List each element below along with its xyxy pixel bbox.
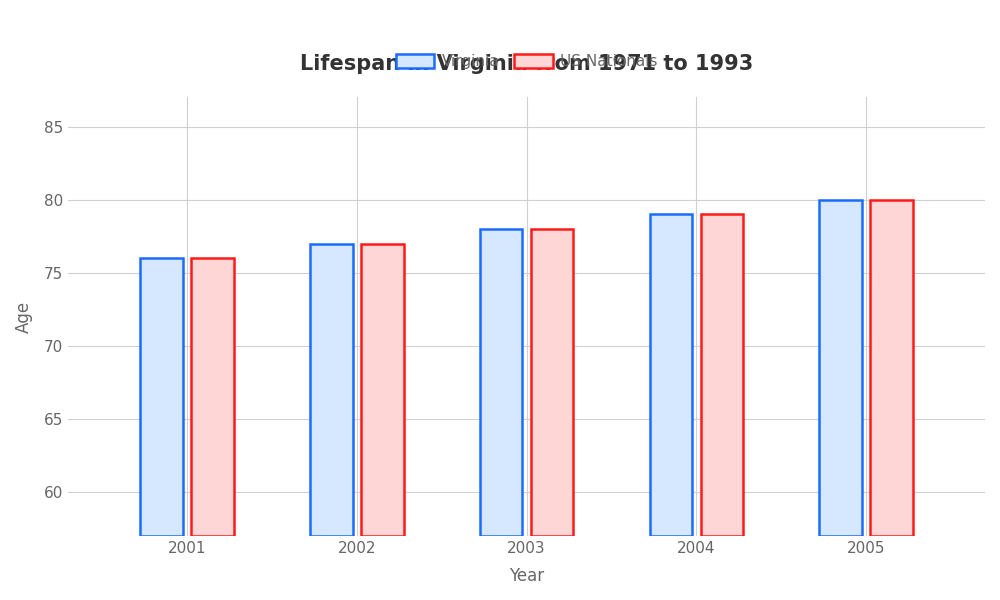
Bar — [650, 214, 692, 536]
Bar — [310, 244, 353, 536]
Bar — [480, 229, 522, 536]
Bar — [140, 258, 183, 536]
Legend: Virginia, US Nationals: Virginia, US Nationals — [390, 48, 664, 76]
Title: Lifespan in Virginia from 1971 to 1993: Lifespan in Virginia from 1971 to 1993 — [300, 53, 753, 74]
Bar — [819, 200, 862, 536]
Bar — [701, 214, 743, 536]
Bar — [361, 244, 404, 536]
X-axis label: Year: Year — [509, 567, 544, 585]
Bar — [870, 200, 913, 536]
Y-axis label: Age: Age — [15, 301, 33, 333]
Bar — [191, 258, 234, 536]
Bar — [531, 229, 573, 536]
